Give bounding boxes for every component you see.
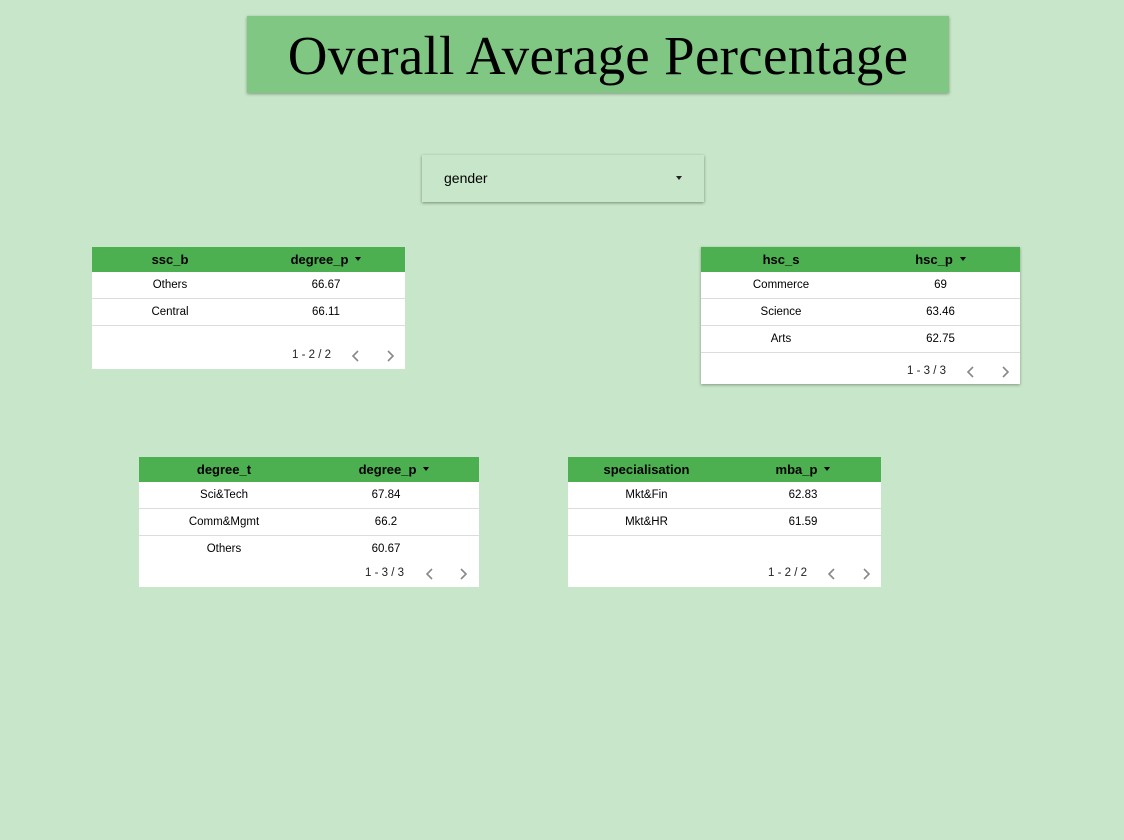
table-row: Others 66.67 xyxy=(92,272,405,299)
caret-down-icon xyxy=(676,176,682,180)
table-header: hsc_s hsc_p xyxy=(701,247,1020,272)
sort-desc-icon xyxy=(355,256,362,261)
ssc-table: ssc_b degree_p Others 66.67 Central 66.1… xyxy=(92,247,405,369)
table-cell: Sci&Tech xyxy=(200,489,248,501)
column-header-mba-p[interactable]: mba_p xyxy=(725,457,881,482)
table-cell: 63.46 xyxy=(926,306,955,318)
column-header-degree-t[interactable]: degree_t xyxy=(196,462,252,477)
pagination-text: 1 - 3 / 3 xyxy=(365,567,404,579)
mba-table: specialisation mba_p Mkt&Fin 62.83 Mkt&H… xyxy=(568,457,881,587)
table-header: degree_t degree_p xyxy=(139,457,479,482)
table-cell: Others xyxy=(206,543,242,555)
table-cell: 66.2 xyxy=(374,516,398,528)
table-cell: Science xyxy=(760,306,802,318)
degree-table: degree_t degree_p Sci&Tech 67.84 Comm&Mg… xyxy=(139,457,479,587)
table-header: specialisation mba_p xyxy=(568,457,881,482)
table-cell: 62.75 xyxy=(926,333,955,345)
table-cell: 69 xyxy=(934,279,947,291)
table-row: Arts 62.75 xyxy=(701,326,1020,353)
table-cell: 62.83 xyxy=(788,489,818,501)
pagination-text: 1 - 2 / 2 xyxy=(292,349,331,361)
chevron-left-icon[interactable] xyxy=(963,365,979,379)
table-cell: Commerce xyxy=(752,279,810,291)
column-header-ssc-b[interactable]: ssc_b xyxy=(151,252,189,267)
column-header-specialisation[interactable]: specialisation xyxy=(603,462,690,477)
table-cell: 60.67 xyxy=(371,543,401,555)
chevron-left-icon[interactable] xyxy=(422,567,438,581)
pagination: 1 - 2 / 2 xyxy=(92,345,405,365)
chevron-right-icon[interactable] xyxy=(382,349,398,363)
table-row: Science 63.46 xyxy=(701,299,1020,326)
chevron-right-icon[interactable] xyxy=(455,567,471,581)
sort-desc-icon xyxy=(824,466,831,471)
table-row: Mkt&HR 61.59 xyxy=(568,509,881,536)
table-cell: Arts xyxy=(770,333,792,345)
table-row: Sci&Tech 67.84 xyxy=(139,482,479,509)
pagination: 1 - 2 / 2 xyxy=(568,563,881,583)
table-cell: Comm&Mgmt xyxy=(188,516,260,528)
pagination-text: 1 - 2 / 2 xyxy=(768,567,807,579)
column-header-hsc-s[interactable]: hsc_s xyxy=(762,252,800,267)
table-cell: 66.67 xyxy=(311,279,341,291)
pagination-text: 1 - 3 / 3 xyxy=(907,365,946,377)
table-header: ssc_b degree_p xyxy=(92,247,405,272)
chevron-right-icon[interactable] xyxy=(997,365,1013,379)
table-cell: 61.59 xyxy=(788,516,818,528)
chevron-left-icon[interactable] xyxy=(348,349,364,363)
dropdown-value: gender xyxy=(444,170,488,186)
table-cell: 67.84 xyxy=(371,489,401,501)
column-header-hsc-p[interactable]: hsc_p xyxy=(861,247,1020,272)
pagination: 1 - 3 / 3 xyxy=(139,563,479,583)
column-header-degree-p[interactable]: degree_p xyxy=(309,457,479,482)
table-cell: Others xyxy=(152,279,188,291)
sort-desc-icon xyxy=(423,466,430,471)
table-cell: 66.11 xyxy=(312,306,340,318)
chevron-left-icon[interactable] xyxy=(824,567,840,581)
table-row: Comm&Mgmt 66.2 xyxy=(139,509,479,536)
table-cell: Mkt&HR xyxy=(625,516,668,528)
page-title: Overall Average Percentage xyxy=(287,25,909,86)
title-banner: Overall Average Percentage xyxy=(247,16,949,93)
chevron-right-icon[interactable] xyxy=(858,567,874,581)
sort-desc-icon xyxy=(959,256,966,261)
table-row: Central 66.11 xyxy=(92,299,405,326)
table-cell: Central xyxy=(151,306,189,318)
table-cell: Mkt&Fin xyxy=(625,489,668,501)
column-header-degree-p[interactable]: degree_p xyxy=(248,247,404,272)
gender-dropdown[interactable]: gender xyxy=(422,155,704,202)
table-row: Commerce 69 xyxy=(701,272,1020,299)
pagination: 1 - 3 / 3 xyxy=(701,361,1020,381)
table-row: Mkt&Fin 62.83 xyxy=(568,482,881,509)
table-row: Others 60.67 xyxy=(139,536,479,562)
hsc-table: hsc_s hsc_p Commerce 69 Science 63.46 Ar… xyxy=(701,247,1020,384)
